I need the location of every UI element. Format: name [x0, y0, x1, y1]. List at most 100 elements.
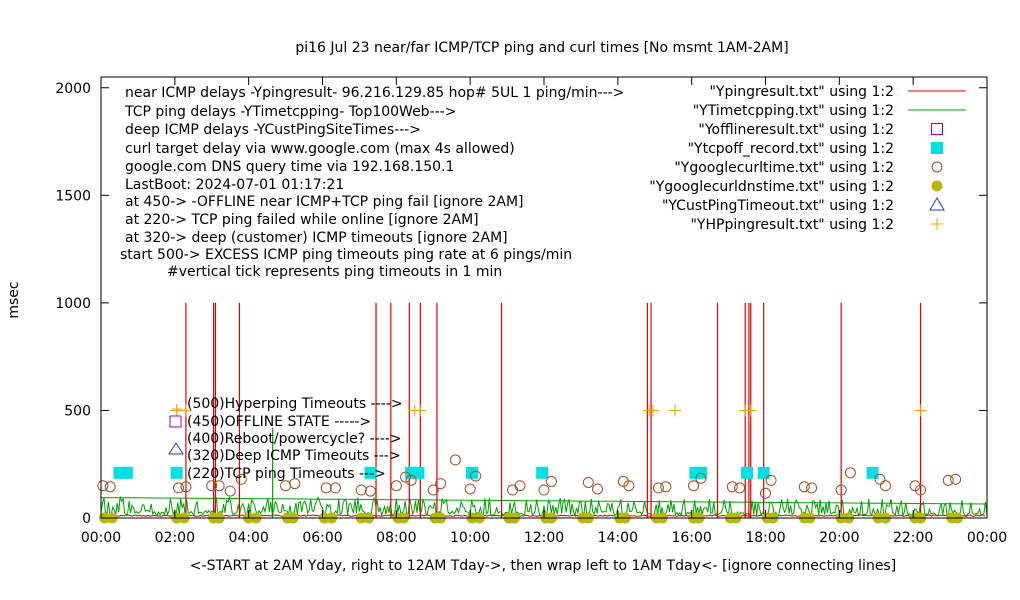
data-point [364, 485, 376, 497]
inner-label: (400)Reboot/powercycle? ----> [187, 431, 402, 447]
y-axis-label: msec [6, 281, 22, 318]
legend-label: "Yofflineresult.txt" using 1:2 [698, 122, 894, 138]
y-axis: 0 500 1000 1500 2000 [55, 81, 987, 527]
annotation-line: at 450-> -OFFLINE near ICMP+TCP ping fai… [125, 194, 524, 210]
data-point [355, 484, 367, 496]
legend-label: "YHPpingresult.txt" using 1:2 [690, 217, 894, 233]
inner-label: (500)Hyperping Timeouts ----> [187, 396, 403, 412]
annotation-line: TCP ping delays -YTimetcpping- Top100Web… [124, 104, 456, 120]
data-point [435, 478, 447, 490]
x-tick-label: 00:00 [81, 530, 121, 546]
x-axis-label: <-START at 2AM Yday, right to 12AM Tday-… [190, 558, 896, 574]
data-point [931, 180, 943, 192]
data-point [592, 483, 604, 495]
data-point [427, 484, 439, 496]
data-point [623, 480, 635, 492]
data-point [915, 484, 927, 496]
x-tick-label: 16:00 [671, 530, 711, 546]
data-point [757, 466, 770, 479]
data-point [835, 484, 847, 496]
data-point [660, 481, 672, 493]
data-point [97, 480, 109, 492]
data-point [806, 482, 818, 494]
data-point [909, 480, 921, 492]
inner-label: (320)Deep ICMP Timeouts ---> [187, 448, 401, 464]
data-point [734, 482, 746, 494]
data-point [405, 474, 417, 486]
x-tick-label: 18:00 [745, 530, 785, 546]
annotation-line: at 320-> deep (customer) ICMP timeouts [… [125, 230, 508, 246]
x-tick-label: 14:00 [598, 530, 638, 546]
data-point [646, 404, 659, 417]
data-point [582, 477, 594, 489]
data-point [617, 475, 629, 487]
data-point [744, 404, 757, 417]
annotation-line: curl target delay via www.google.com (ma… [125, 141, 515, 157]
data-point [289, 478, 301, 490]
data-point [652, 482, 664, 494]
x-tick-label: 00:00 [967, 530, 1007, 546]
y-tick-label: 1500 [55, 188, 91, 204]
annotation-line: at 220-> TCP ping failed while online [i… [125, 212, 479, 228]
legend: "Ypingresult.txt" using 1:2 "YTimetcpping… [649, 84, 966, 233]
data-point [760, 487, 771, 499]
data-point [464, 483, 476, 495]
x-tick-label: 02:00 [155, 530, 195, 546]
inner-label-symbol [172, 404, 182, 414]
data-point [545, 475, 557, 487]
series-points-3 [113, 466, 879, 479]
data-point [179, 404, 192, 417]
data-point [224, 485, 236, 497]
data-point [866, 466, 879, 479]
data-point [879, 480, 891, 492]
data-point [874, 473, 886, 485]
data-point [390, 480, 402, 492]
data-point [120, 466, 133, 479]
inner-label-symbol [168, 442, 184, 455]
inner-label: (450)OFFLINE STATE -----> [187, 414, 371, 430]
inner-label-symbol [169, 415, 182, 428]
x-tick-label: 08:00 [376, 530, 416, 546]
legend-label: "Ypingresult.txt" using 1:2 [709, 84, 894, 100]
data-point [929, 197, 945, 211]
y-tick-label: 1000 [55, 296, 91, 312]
data-point [798, 481, 810, 493]
annotation-line: near ICMP delays -Ypingresult- 96.216.12… [125, 85, 624, 101]
data-point [414, 404, 427, 417]
data-point [364, 466, 377, 479]
y-tick-label: 2000 [55, 81, 91, 97]
data-point [412, 466, 425, 479]
data-point [449, 454, 461, 466]
data-point [914, 404, 927, 417]
data-point [931, 218, 943, 230]
data-point [688, 480, 700, 492]
data-point [931, 123, 943, 135]
data-point [400, 471, 412, 483]
legend-label: "Ygooglecurltime.txt" using 1:2 [674, 160, 894, 176]
inner-label: (220)TCP ping Timeouts ---> [187, 466, 386, 482]
data-point [931, 142, 943, 154]
chart-title: pi16 Jul 23 near/far ICMP/TCP ping and c… [295, 40, 788, 56]
legend-label: "YCustPingTimeout.txt" using 1:2 [662, 198, 894, 214]
data-point [538, 484, 550, 496]
data-point [931, 161, 943, 173]
data-point [180, 481, 192, 493]
data-point [213, 480, 225, 492]
data-point [514, 480, 526, 492]
data-point [470, 470, 482, 482]
data-point [104, 481, 116, 493]
series-points-4 [97, 454, 962, 499]
data-point [329, 482, 341, 494]
legend-label: "Ytcpoff_record.txt" using 1:2 [688, 141, 894, 157]
data-point [726, 481, 738, 493]
annotation-line: google.com DNS query time via 192.168.15… [125, 159, 454, 175]
data-point [950, 473, 962, 485]
x-axis: 00:00 02:00 04:00 06:00 08:00 10:00 12:00 14:00… [81, 77, 1007, 546]
data-point [173, 482, 185, 494]
data-point [206, 480, 218, 492]
series-line [100, 497, 988, 505]
x-tick-label: 06:00 [302, 530, 342, 546]
x-tick-label: 04:00 [228, 530, 268, 546]
data-point [942, 474, 954, 486]
